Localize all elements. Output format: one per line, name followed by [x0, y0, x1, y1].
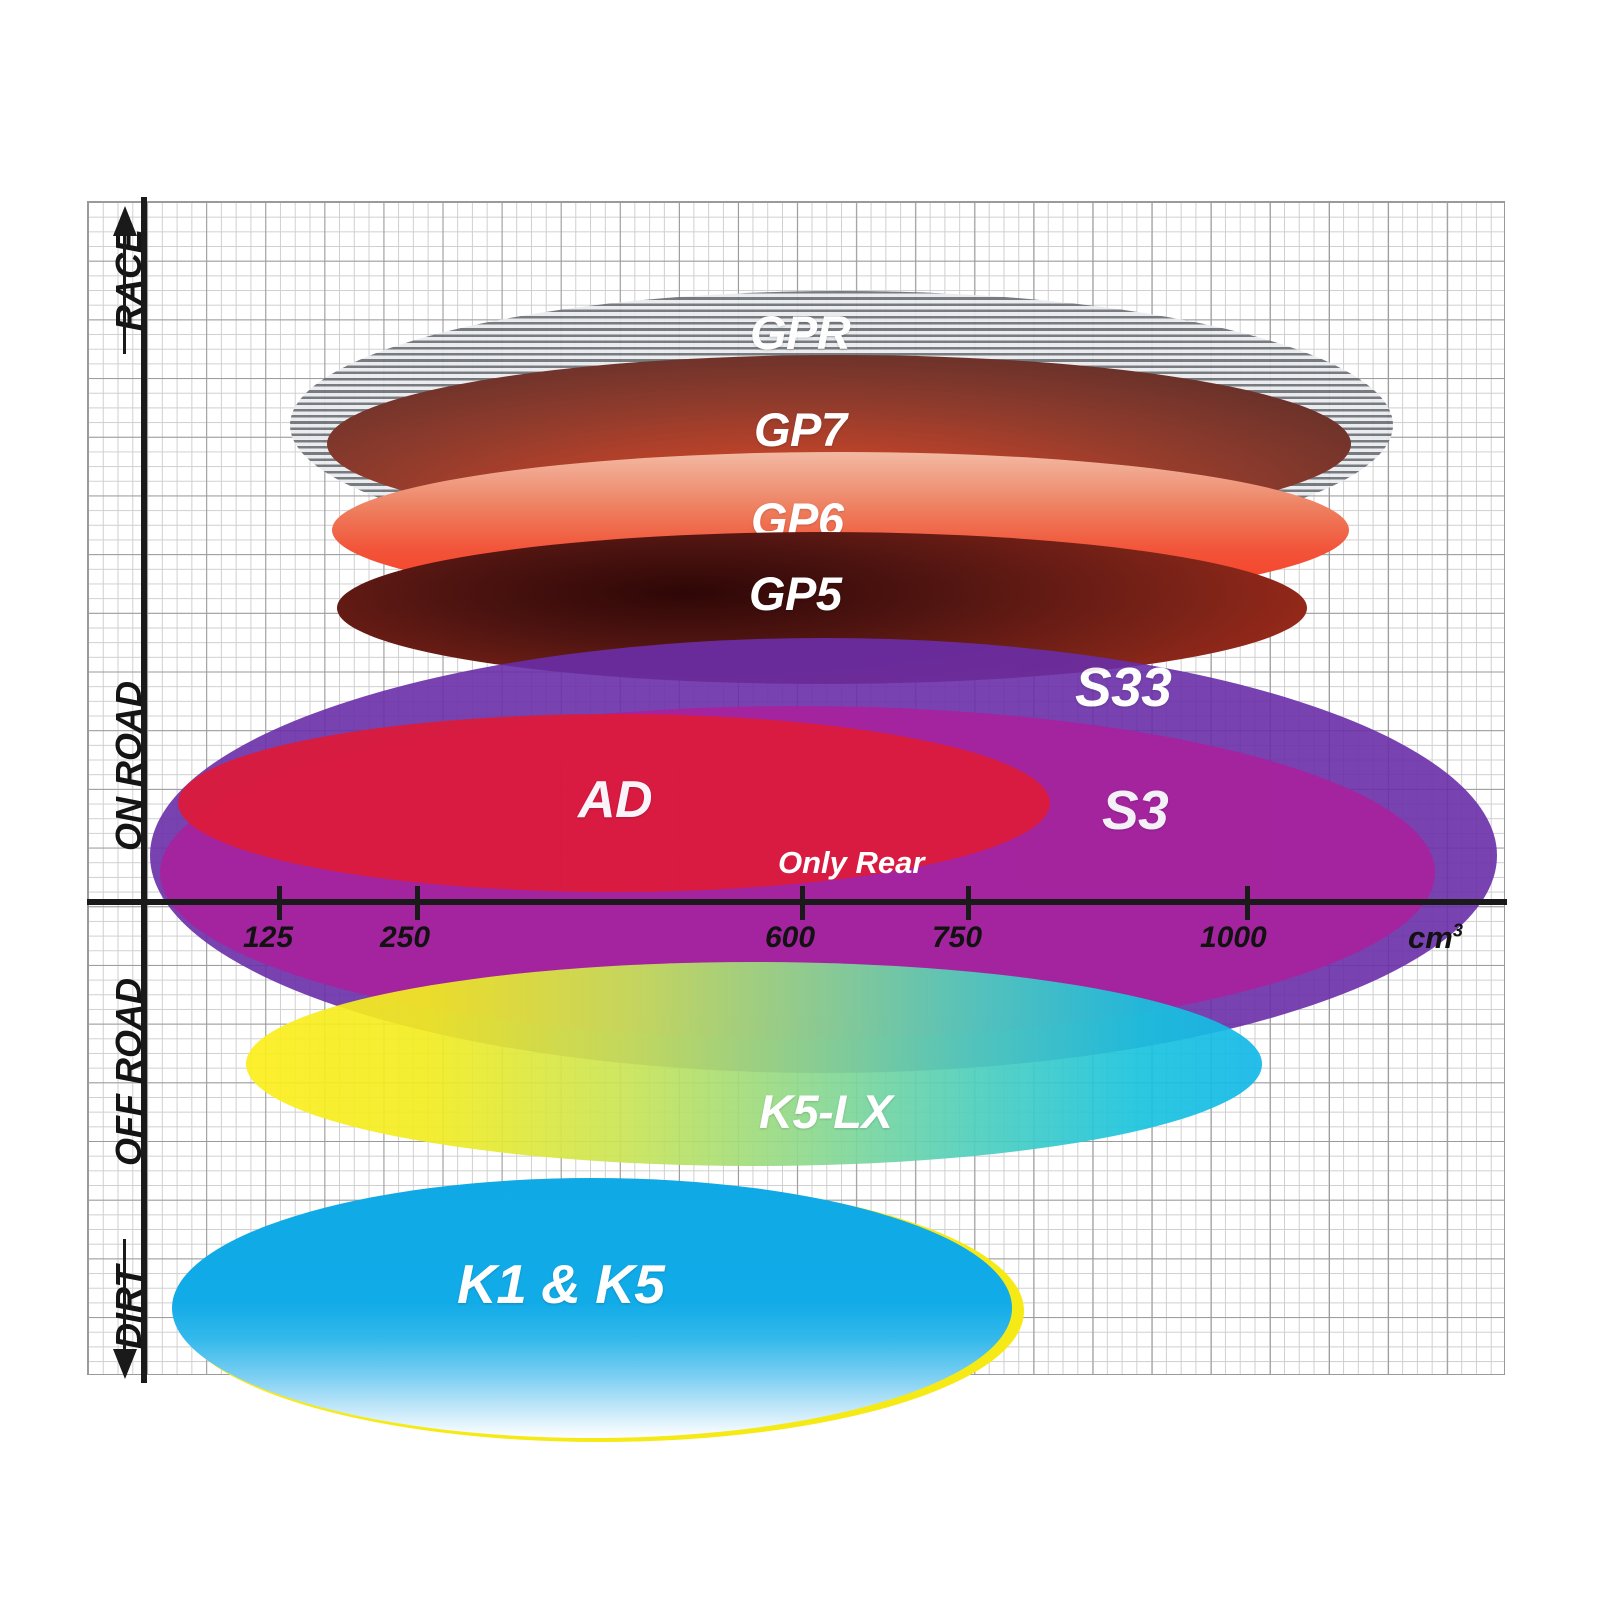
- dirt-arrow-shaft: [123, 1239, 126, 1349]
- bubble-label-gp5: GP5: [749, 567, 842, 620]
- y-band-label-off-road: OFF ROAD: [108, 978, 149, 1166]
- x-axis-unit-exponent: 3: [1452, 920, 1463, 941]
- x-tick-label-250: 250: [380, 921, 431, 954]
- bubble-label-gpr: GPR: [750, 306, 851, 359]
- x-tick-600: [800, 886, 805, 920]
- y-band-label-dirt: DIRT: [108, 1265, 149, 1349]
- bubble-label-gp7: GP7: [754, 403, 847, 456]
- bubble-label-k1k5: K1 & K5: [457, 1253, 665, 1315]
- dirt-arrow-down-icon: [113, 1349, 137, 1379]
- x-tick-250: [415, 886, 420, 920]
- x-tick-label-1000: 1000: [1200, 921, 1267, 954]
- bubble-label-s33: S33: [1075, 656, 1172, 718]
- x-tick-label-600: 600: [765, 921, 816, 954]
- bubble-label-s3: S3: [1102, 779, 1169, 841]
- bubble-k1k5[interactable]: K1 & K5: [172, 1178, 1012, 1438]
- x-tick-label-125: 125: [243, 921, 294, 954]
- x-tick-1000: [1245, 886, 1250, 920]
- bubble-k5lx[interactable]: K5-LX: [246, 962, 1262, 1166]
- bubble-label-k5lx: K5-LX: [759, 1085, 893, 1138]
- x-axis-line: [87, 899, 1507, 905]
- x-tick-label-750: 750: [932, 921, 983, 954]
- race-arrow-shaft: [123, 236, 126, 354]
- y-axis-line: [141, 197, 147, 1383]
- x-tick-750: [966, 886, 971, 920]
- race-arrow-up-icon: [113, 206, 137, 236]
- x-axis-unit-base: cm: [1408, 920, 1453, 955]
- x-tick-125: [277, 886, 282, 920]
- bubble-label-ad: AD: [578, 771, 653, 829]
- annotation-only-rear: Only Rear: [778, 845, 925, 880]
- x-axis-unit-label: cm3: [1408, 920, 1463, 956]
- y-band-label-race: RACE: [108, 228, 149, 331]
- bubble-ad[interactable]: AD: [178, 714, 1050, 892]
- y-band-label-on-road: ON ROAD: [108, 681, 149, 851]
